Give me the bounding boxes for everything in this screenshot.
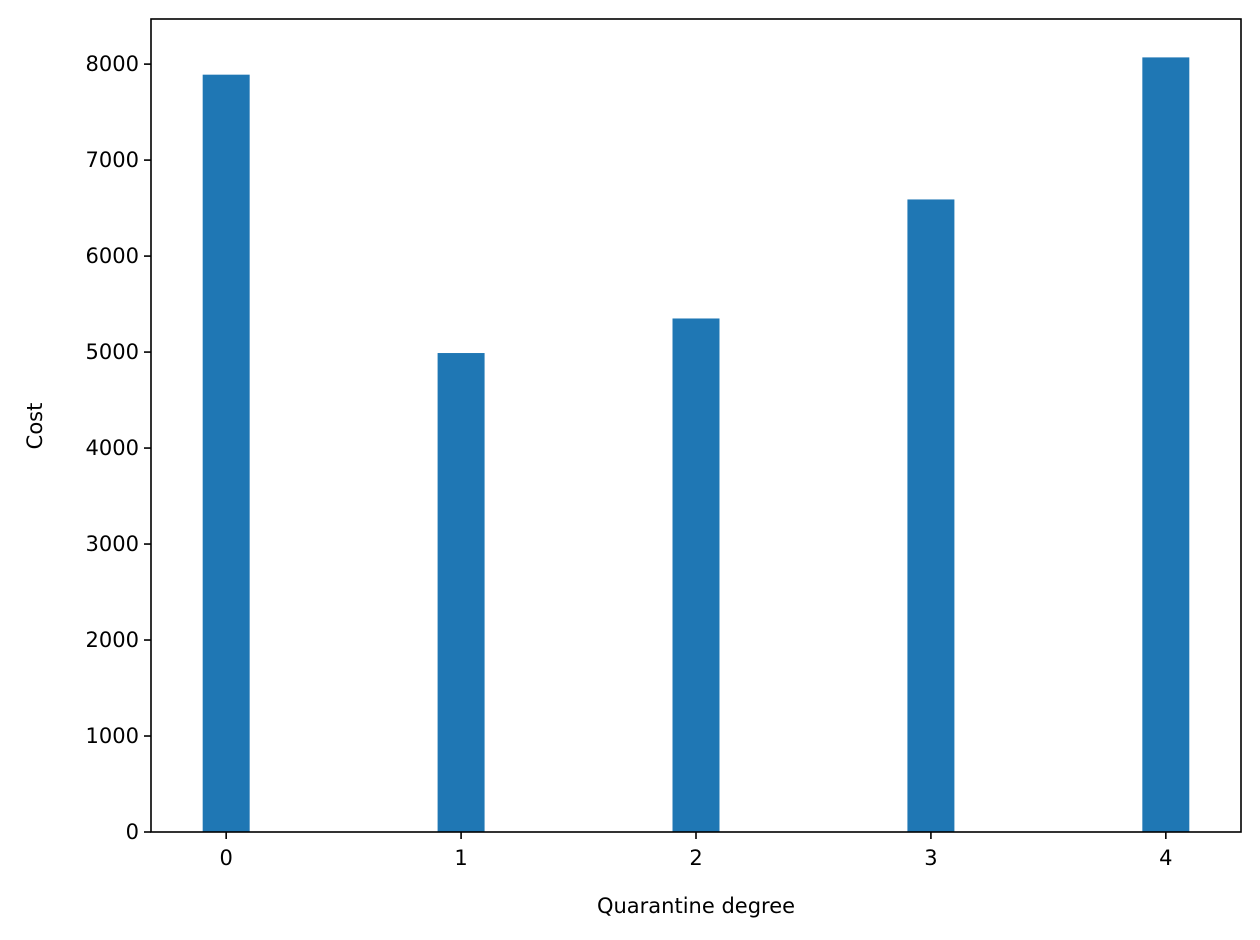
- y-tick-label: 1000: [86, 724, 139, 748]
- x-tick-label: 0: [219, 846, 232, 870]
- y-tick-label: 3000: [86, 532, 139, 556]
- bar-3: [907, 199, 955, 832]
- y-tick-label: 4000: [86, 436, 139, 460]
- bar-1: [437, 353, 485, 832]
- bar-2: [672, 318, 720, 832]
- bar-0: [202, 74, 250, 833]
- plot-frame: [150, 18, 1242, 833]
- x-ticks-group: 0 1 2 3 4: [219, 832, 1173, 870]
- x-axis-label: Quarantine degree: [597, 894, 795, 918]
- y-tick-label: 5000: [86, 340, 139, 364]
- y-tick-label: 0: [126, 820, 139, 844]
- y-tick-label: 2000: [86, 628, 139, 652]
- x-tick-label: 1: [454, 846, 467, 870]
- bars-group: [202, 57, 1190, 833]
- y-axis-label: Cost: [23, 403, 47, 450]
- x-tick-label: 3: [924, 846, 937, 870]
- y-ticks-group: 0 1000 2000 3000 4000 5000 6000 7000 8000: [86, 52, 151, 844]
- y-tick-label: 8000: [86, 52, 139, 76]
- bar-4: [1142, 57, 1190, 832]
- y-tick-label: 6000: [86, 244, 139, 268]
- y-tick-label: 7000: [86, 148, 139, 172]
- x-tick-label: 4: [1159, 846, 1172, 870]
- x-tick-label: 2: [689, 846, 702, 870]
